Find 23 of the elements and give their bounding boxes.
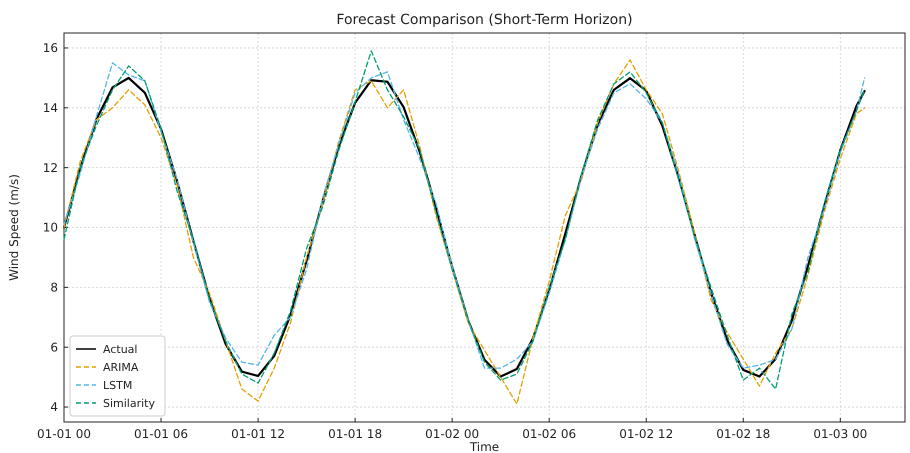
x-axis-title: Time [468, 440, 500, 453]
x-tick-label: 01-01 06 [134, 427, 188, 441]
y-tick-label: 14 [42, 101, 58, 116]
x-tick-label: 01-01 12 [231, 427, 286, 441]
x-tick-label: 01-02 12 [619, 427, 674, 441]
x-tick-label: 01-02 06 [522, 427, 576, 441]
legend-label: ARIMA [103, 360, 139, 374]
chart-title: Forecast Comparison (Short-Term Horizon) [336, 12, 633, 28]
y-tick-label: 6 [50, 340, 58, 354]
y-axis-title: Wind Speed (m/s) [7, 174, 21, 281]
legend-label: Actual [103, 342, 138, 356]
legend-label: LSTM [103, 378, 132, 392]
y-tick-label: 10 [42, 220, 58, 235]
legend-label: Similarity [103, 396, 156, 410]
x-tick-label: 01-03 00 [813, 427, 868, 441]
x-tick-label: 01-02 18 [716, 427, 770, 441]
y-tick-label: 16 [42, 41, 58, 56]
y-tick-label: 12 [42, 160, 58, 175]
y-tick-label: 8 [50, 280, 58, 295]
x-tick-label: 01-02 00 [425, 427, 480, 441]
y-tick-label: 4 [50, 400, 58, 414]
x-tick-label: 01-01 18 [328, 427, 382, 441]
x-tick-label: 01-01 00 [37, 427, 91, 441]
